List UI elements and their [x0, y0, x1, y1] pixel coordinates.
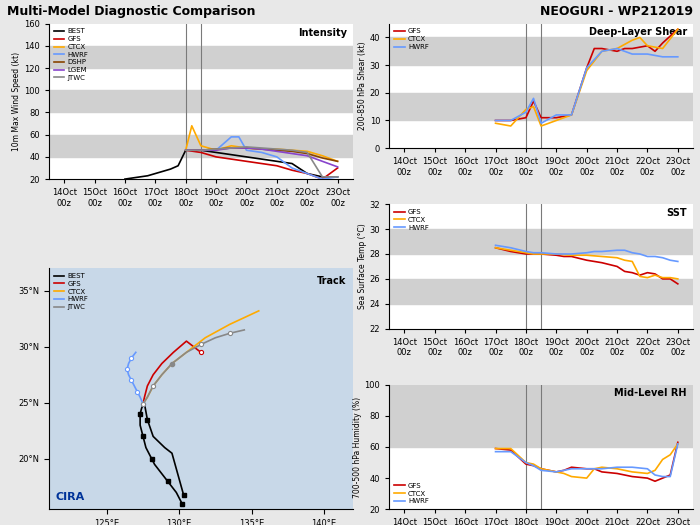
Y-axis label: 700-500 hPa Humidity (%): 700-500 hPa Humidity (%) — [353, 396, 362, 498]
Text: SST: SST — [666, 208, 687, 218]
Bar — [49, 46, 353, 68]
Bar — [49, 135, 353, 157]
Legend: BEST, GFS, CTCX, HWRF, DSHP, LGEM, JTWC: BEST, GFS, CTCX, HWRF, DSHP, LGEM, JTWC — [52, 27, 90, 82]
Y-axis label: Sea Surface Temp (°C): Sea Surface Temp (°C) — [358, 224, 367, 309]
Legend: GFS, CTCX, HWRF: GFS, CTCX, HWRF — [393, 208, 430, 232]
Bar — [389, 416, 693, 447]
Y-axis label: 10m Max Wind Speed (kt): 10m Max Wind Speed (kt) — [13, 52, 21, 151]
Bar — [49, 90, 353, 112]
Bar — [389, 37, 693, 65]
Text: NEOGURI - WP212019: NEOGURI - WP212019 — [540, 5, 693, 18]
Legend: BEST, GFS, CTCX, HWRF, JTWC: BEST, GFS, CTCX, HWRF, JTWC — [52, 272, 90, 311]
Bar — [389, 93, 693, 120]
Text: Mid-Level RH: Mid-Level RH — [615, 388, 687, 398]
Legend: GFS, CTCX, HWRF: GFS, CTCX, HWRF — [393, 481, 430, 506]
Legend: GFS, CTCX, HWRF: GFS, CTCX, HWRF — [393, 27, 430, 51]
Bar — [389, 229, 693, 254]
Text: Deep-Layer Shear: Deep-Layer Shear — [589, 27, 687, 37]
Text: Multi-Model Diagnostic Comparison: Multi-Model Diagnostic Comparison — [7, 5, 256, 18]
Text: Intensity: Intensity — [298, 28, 346, 38]
Y-axis label: 200-850 hPa Shear (kt): 200-850 hPa Shear (kt) — [358, 41, 367, 130]
Text: CIRA: CIRA — [55, 492, 84, 502]
Bar — [389, 279, 693, 304]
Text: Track: Track — [317, 276, 346, 286]
Bar — [389, 385, 693, 416]
